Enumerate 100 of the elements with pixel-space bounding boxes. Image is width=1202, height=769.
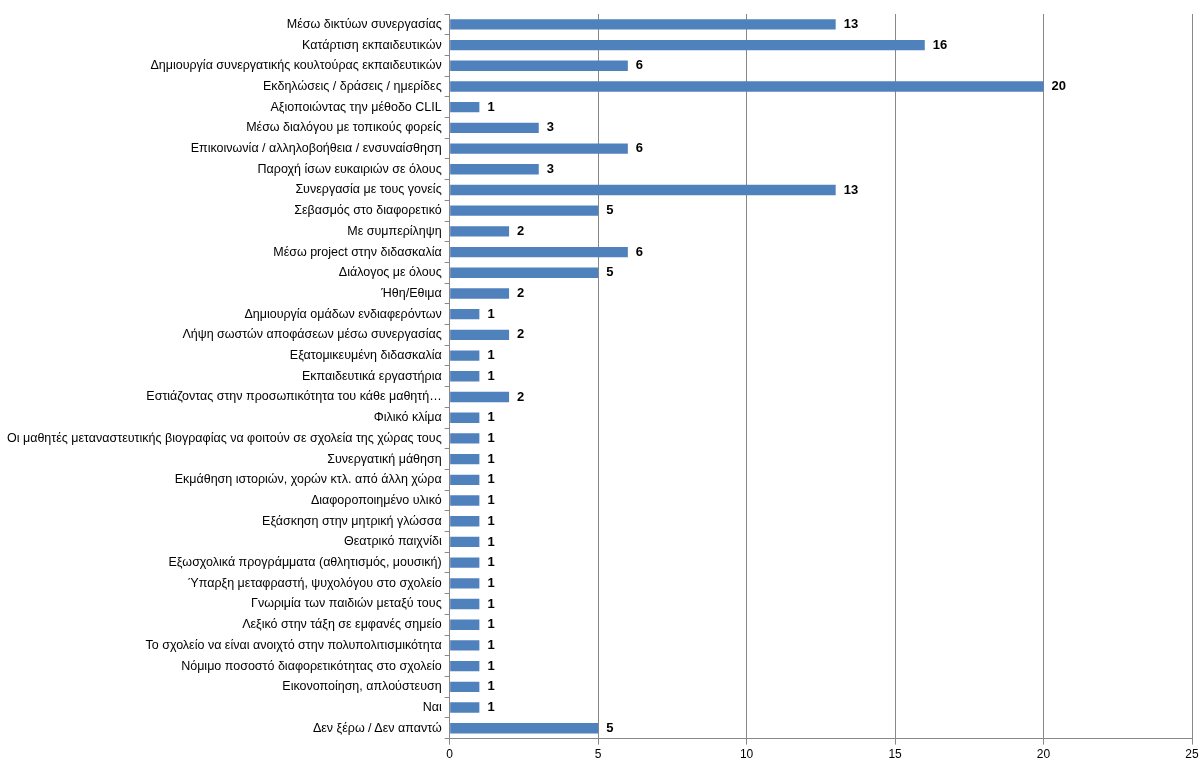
y-tick-label: Εξατομικευμένη διδασκαλία [289,348,442,363]
bar [450,101,480,113]
x-tick-label: 5 [594,747,602,762]
data-label: 1 [487,637,495,653]
bar [450,246,628,258]
data-label: 1 [487,347,495,363]
bar [450,660,480,672]
x-tick-label: 20 [1036,747,1051,762]
x-tick-label: 10 [739,747,754,762]
y-tick-label: Συνεργατική μάθηση [327,451,442,466]
bar [450,143,628,154]
data-label: 5 [606,264,614,280]
y-tick-label: Εξάσκηση στην μητρική γλώσσα [262,513,442,528]
y-tick-label: Φιλικό κλίμα [373,410,442,425]
y-tick-label: Εστιάζοντας στην προσωπικότητα του κάθε μαθητή… [146,389,442,404]
bar [450,681,480,693]
data-label: 6 [635,243,644,259]
y-tick-label: Διάλογος με όλους [338,265,442,280]
y-tick-label: Εικονοποίηση, απλούστευση [282,679,442,694]
y-tick-label: Συνεργασία με τους γονείς [295,182,442,197]
data-label: 1 [487,699,495,715]
bar [450,536,480,548]
bar [450,412,480,423]
bar [450,39,925,51]
data-label: 6 [635,57,644,73]
y-tick-label: Διαφοροποιημένο υλικό [310,492,442,507]
y-tick-label: Ύπαρξη μεταφραστή, ψυχολόγου στο σχολείο [188,575,442,590]
y-tick-label: Μέσω διαλόγου με τοπικούς φορείς [246,120,442,135]
data-label: 1 [487,616,495,632]
x-tick-label: 25 [1185,747,1199,762]
y-tick-label: Οι μαθητές μεταναστευτικής βιογραφίας να φοιτούν σε σχολεία της χώρας τους [7,430,442,445]
y-tick-label: Παροχή ίσων ευκαιριών σε όλους [257,161,442,176]
bar [450,723,599,734]
bar [450,578,480,589]
data-label: 2 [517,222,525,238]
y-tick-label: Μέσω project στην διδασκαλία [273,244,442,259]
data-label: 1 [487,471,495,487]
data-label: 1 [487,533,495,549]
y-tick-label: Λεξικό στην τάξη σε εμφανές σημείο [242,617,442,632]
bar [450,205,599,216]
data-label: 2 [517,285,525,301]
data-label: 1 [487,492,495,508]
bar [450,495,480,506]
data-label: 2 [517,388,525,404]
data-label: 1 [487,657,495,673]
y-tick-label: Λήψη σωστών αποφάσεων μέσω συνεργασίας [182,327,442,342]
bar [450,226,510,237]
bar [450,453,480,465]
y-tick-label: Εξωσχολικά προγράμματα (αθλητισμός, μουσική) [168,555,442,570]
y-tick-label: Αξιοποιώντας την μέθοδο CLIL [270,99,442,114]
data-label: 1 [487,409,495,425]
bar [450,267,599,278]
data-label: 20 [1051,78,1067,94]
bar [450,309,480,320]
y-tick-label: Κατάρτιση εκπαιδευτικών [302,37,442,52]
data-label: 1 [487,595,495,611]
data-label: 1 [487,450,495,466]
bar [450,60,628,71]
bar [450,619,480,630]
data-label: 1 [487,98,495,114]
y-tick-label: Νόμιμο ποσοστό διαφορετικότητας στο σχολείο [181,658,442,673]
data-label: 5 [606,202,614,218]
y-tick-label: Γνωριμία των παιδιών μεταξύ τους [251,596,442,611]
bar [450,164,539,175]
data-label: 3 [546,160,554,176]
bar [450,184,836,196]
bar [450,371,480,382]
data-label: 1 [487,574,495,590]
bar [450,433,480,444]
y-tick-label: Ήθη/Εθιμα [380,285,442,300]
bar [450,516,480,527]
y-tick-label: Σεβασμός στο διαφορετικό [294,203,442,218]
data-label: 1 [487,429,495,445]
bar [450,81,1044,92]
bar [450,350,480,361]
data-label: 3 [546,119,554,135]
bar [450,640,480,651]
y-tick-label: Εκμάθηση ιστοριών, χορών κτλ. από άλλη χώρα [174,472,442,487]
data-label: 2 [517,326,525,342]
bar [450,19,836,30]
data-label: 16 [932,36,948,52]
data-label: 6 [635,140,644,156]
y-tick-label: Δημιουργία ομάδων ενδιαφερόντων [244,306,442,321]
data-label: 1 [487,305,495,321]
bar [450,474,480,485]
bar [450,702,480,713]
data-label: 1 [487,367,495,383]
y-tick-label: Με συμπερίληψη [347,223,442,238]
data-label: 5 [606,719,614,735]
data-label: 1 [487,512,495,528]
y-tick-label: Εκπαιδευτικά εργαστήρια [301,368,442,383]
y-tick-label: Δεν ξέρω / Δεν απαντώ [312,720,442,735]
bar [450,288,510,299]
data-label: 13 [843,181,859,197]
bar [450,557,480,568]
y-tick-label: Θεατρικό παιχνίδι [344,534,442,549]
data-label: 1 [487,554,495,570]
data-label: 1 [487,678,495,694]
x-tick-label: 0 [446,747,454,762]
bar [450,391,510,403]
